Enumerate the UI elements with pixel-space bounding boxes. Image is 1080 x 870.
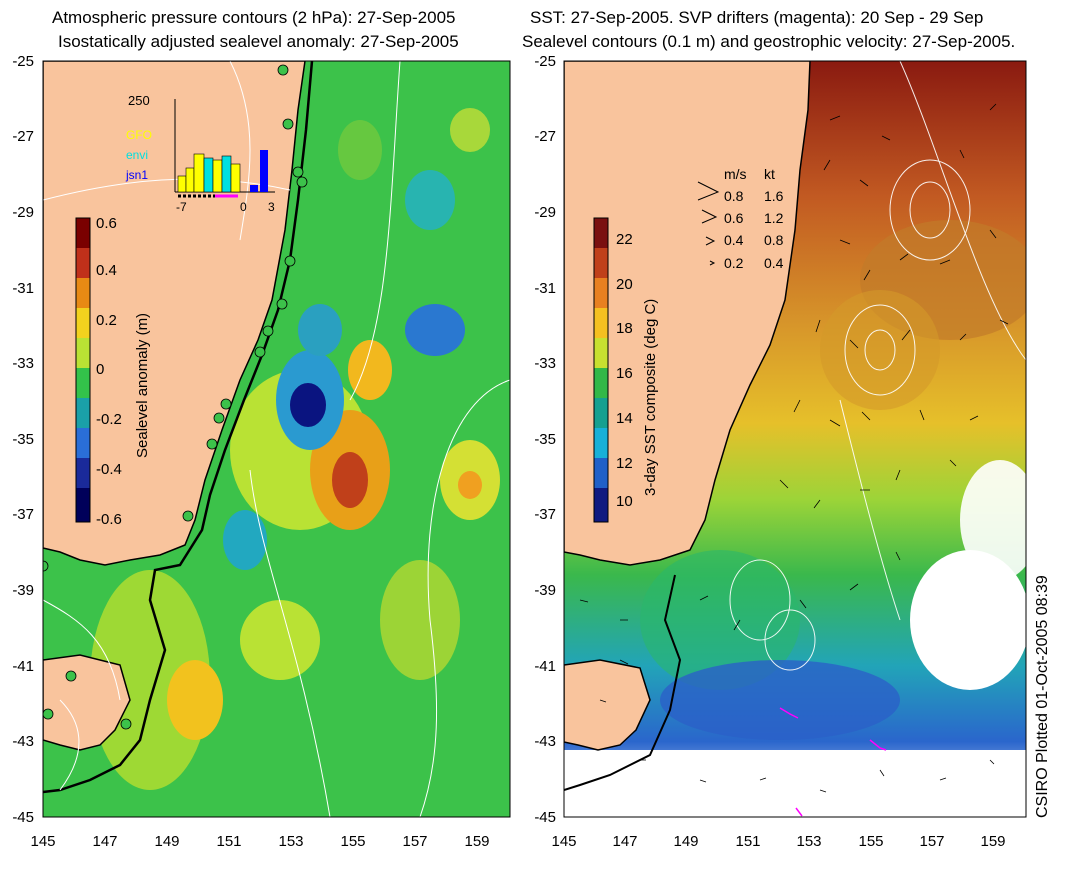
left-x-tick: 153 bbox=[278, 833, 304, 850]
left-title-line1: Atmospheric pressure contours (2 hPa): 2… bbox=[52, 8, 456, 27]
left-y-tick: -31 bbox=[12, 280, 34, 297]
left-y-tick: -41 bbox=[12, 658, 34, 675]
velocity-legend-ms: 0.6 bbox=[724, 210, 744, 226]
left-inset-histogram bbox=[174, 99, 275, 198]
right-title-line1: SST: 27-Sep-2005. SVP drifters (magenta)… bbox=[530, 8, 984, 27]
inset-sat-jsn1: jsn1 bbox=[126, 168, 149, 182]
left-colorbar-tick: -0.2 bbox=[96, 411, 122, 428]
velocity-legend-header-ms: m/s bbox=[724, 166, 747, 182]
velocity-arrows bbox=[579, 103, 1009, 793]
right-y-tick: -43 bbox=[534, 733, 556, 750]
velocity-legend-header-kt: kt bbox=[764, 166, 775, 182]
left-colorbar-tick: 0.2 bbox=[96, 312, 117, 329]
right-y-tick: -41 bbox=[534, 658, 556, 675]
left-colorbar bbox=[75, 217, 91, 523]
left-colorbar-tick: -0.6 bbox=[96, 511, 122, 528]
left-x-tick: 157 bbox=[402, 833, 428, 850]
right-x-tick: 155 bbox=[858, 833, 884, 850]
left-colorbar-tick: 0 bbox=[96, 361, 105, 378]
right-y-tick: -35 bbox=[534, 431, 556, 448]
velocity-legend-kt: 0.4 bbox=[764, 255, 784, 271]
right-colorbar bbox=[593, 217, 609, 523]
left-y-tick: -35 bbox=[12, 431, 34, 448]
left-y-tick: -33 bbox=[12, 355, 34, 372]
velocity-legend-ms: 0.8 bbox=[724, 188, 744, 204]
left-y-tick: -39 bbox=[12, 582, 34, 599]
right-x-tick: 147 bbox=[612, 833, 638, 850]
left-title-line2: Isostatically adjusted sealevel anomaly:… bbox=[58, 32, 459, 51]
right-y-tick: -29 bbox=[534, 204, 556, 221]
right-x-tick: 153 bbox=[796, 833, 822, 850]
inset-y-max: 250 bbox=[128, 93, 150, 108]
right-colorbar-tick: 18 bbox=[616, 320, 633, 337]
left-x-tick: 149 bbox=[154, 833, 180, 850]
left-x-tick: 147 bbox=[92, 833, 118, 850]
velocity-legend-ms: 0.4 bbox=[724, 232, 744, 248]
right-x-tick: 157 bbox=[919, 833, 945, 850]
right-x-tick: 149 bbox=[673, 833, 699, 850]
right-map-frame bbox=[563, 60, 1027, 818]
right-title-line2: Sealevel contours (0.1 m) and geostrophi… bbox=[522, 32, 1016, 51]
inset-x-tick: -7 bbox=[176, 200, 187, 214]
left-y-tick: -27 bbox=[12, 128, 34, 145]
left-y-tick: -43 bbox=[12, 733, 34, 750]
right-y-tick: -45 bbox=[534, 809, 556, 826]
left-map-frame bbox=[42, 60, 511, 818]
right-x-tick: 151 bbox=[735, 833, 761, 850]
right-y-tick: -39 bbox=[534, 582, 556, 599]
right-colorbar-tick: 10 bbox=[616, 493, 633, 510]
right-map bbox=[564, 61, 1026, 817]
right-colorbar-tick: 12 bbox=[616, 455, 633, 472]
left-map bbox=[43, 61, 510, 817]
left-y-tick: -29 bbox=[12, 204, 34, 221]
right-y-tick: -27 bbox=[534, 128, 556, 145]
inset-sat-envi: envi bbox=[126, 148, 149, 162]
inset-sat-gfo: GFO bbox=[126, 128, 152, 142]
right-colorbar-tick: 22 bbox=[616, 231, 633, 248]
left-colorbar-label: Sealevel anomaly (m) bbox=[134, 312, 151, 458]
velocity-legend-kt: 1.2 bbox=[764, 210, 784, 226]
right-colorbar-tick: 16 bbox=[616, 365, 633, 382]
right-y-tick: -31 bbox=[534, 280, 556, 297]
left-x-tick: 155 bbox=[340, 833, 366, 850]
right-y-tick: -33 bbox=[534, 355, 556, 372]
left-colorbar-tick: -0.4 bbox=[96, 461, 122, 478]
right-y-tick: -37 bbox=[534, 506, 556, 523]
right-colorbar-tick: 14 bbox=[616, 410, 633, 427]
right-y-tick: -25 bbox=[534, 53, 556, 70]
left-colorbar-tick: 0.4 bbox=[96, 262, 117, 279]
left-x-tick: 145 bbox=[30, 833, 56, 850]
left-x-tick: 159 bbox=[464, 833, 490, 850]
inset-x-tick: 3 bbox=[268, 200, 275, 214]
left-x-tick: 151 bbox=[216, 833, 242, 850]
credit-text: CSIRO Plotted 01-Oct-2005 08:39 bbox=[1034, 575, 1051, 818]
left-y-tick: -45 bbox=[12, 809, 34, 826]
left-colorbar-tick: 0.6 bbox=[96, 215, 117, 232]
inset-x-tick: 0 bbox=[240, 200, 247, 214]
right-colorbar-tick: 20 bbox=[616, 276, 633, 293]
velocity-legend-arrows bbox=[697, 181, 720, 266]
right-x-tick: 159 bbox=[980, 833, 1006, 850]
left-y-tick: -37 bbox=[12, 506, 34, 523]
right-x-tick: 145 bbox=[551, 833, 577, 850]
velocity-legend-ms: 0.2 bbox=[724, 255, 744, 271]
right-colorbar-label: 3-day SST composite (deg C) bbox=[642, 298, 659, 496]
velocity-legend-kt: 0.8 bbox=[764, 232, 784, 248]
left-y-tick: -25 bbox=[12, 53, 34, 70]
velocity-legend-kt: 1.6 bbox=[764, 188, 784, 204]
